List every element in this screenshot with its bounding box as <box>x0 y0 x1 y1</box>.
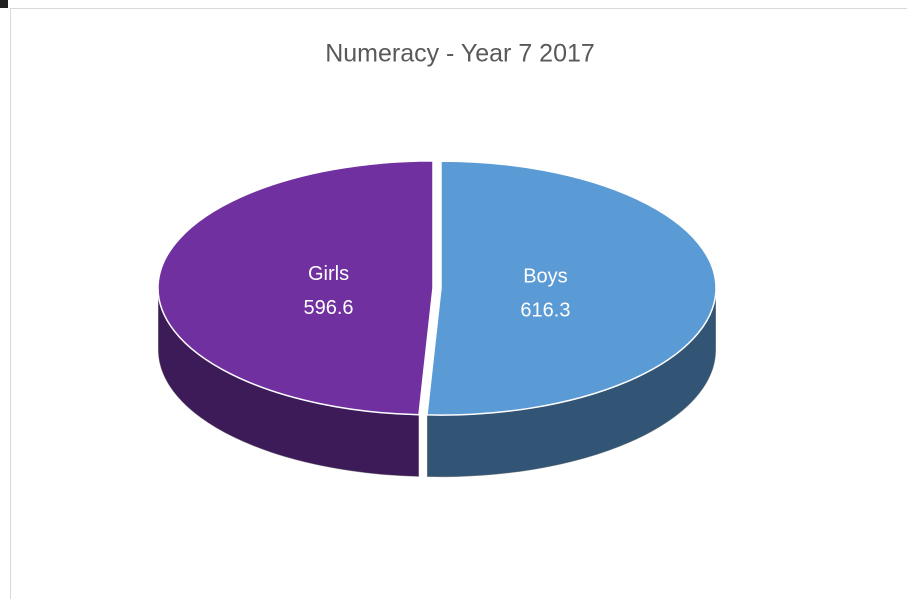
slice-value: 616.3 <box>520 300 570 322</box>
slice-side-shade <box>426 288 716 478</box>
slice-side-shade <box>158 287 419 477</box>
slice <box>157 160 434 416</box>
cut-off-mark <box>0 0 8 8</box>
slice-value: 596.6 <box>304 297 354 319</box>
slice-label: Boys <box>523 266 567 288</box>
slice-label: Girls <box>308 263 349 285</box>
slice <box>426 160 717 416</box>
chart-title: Numeracy - Year 7 2017 <box>325 40 595 68</box>
